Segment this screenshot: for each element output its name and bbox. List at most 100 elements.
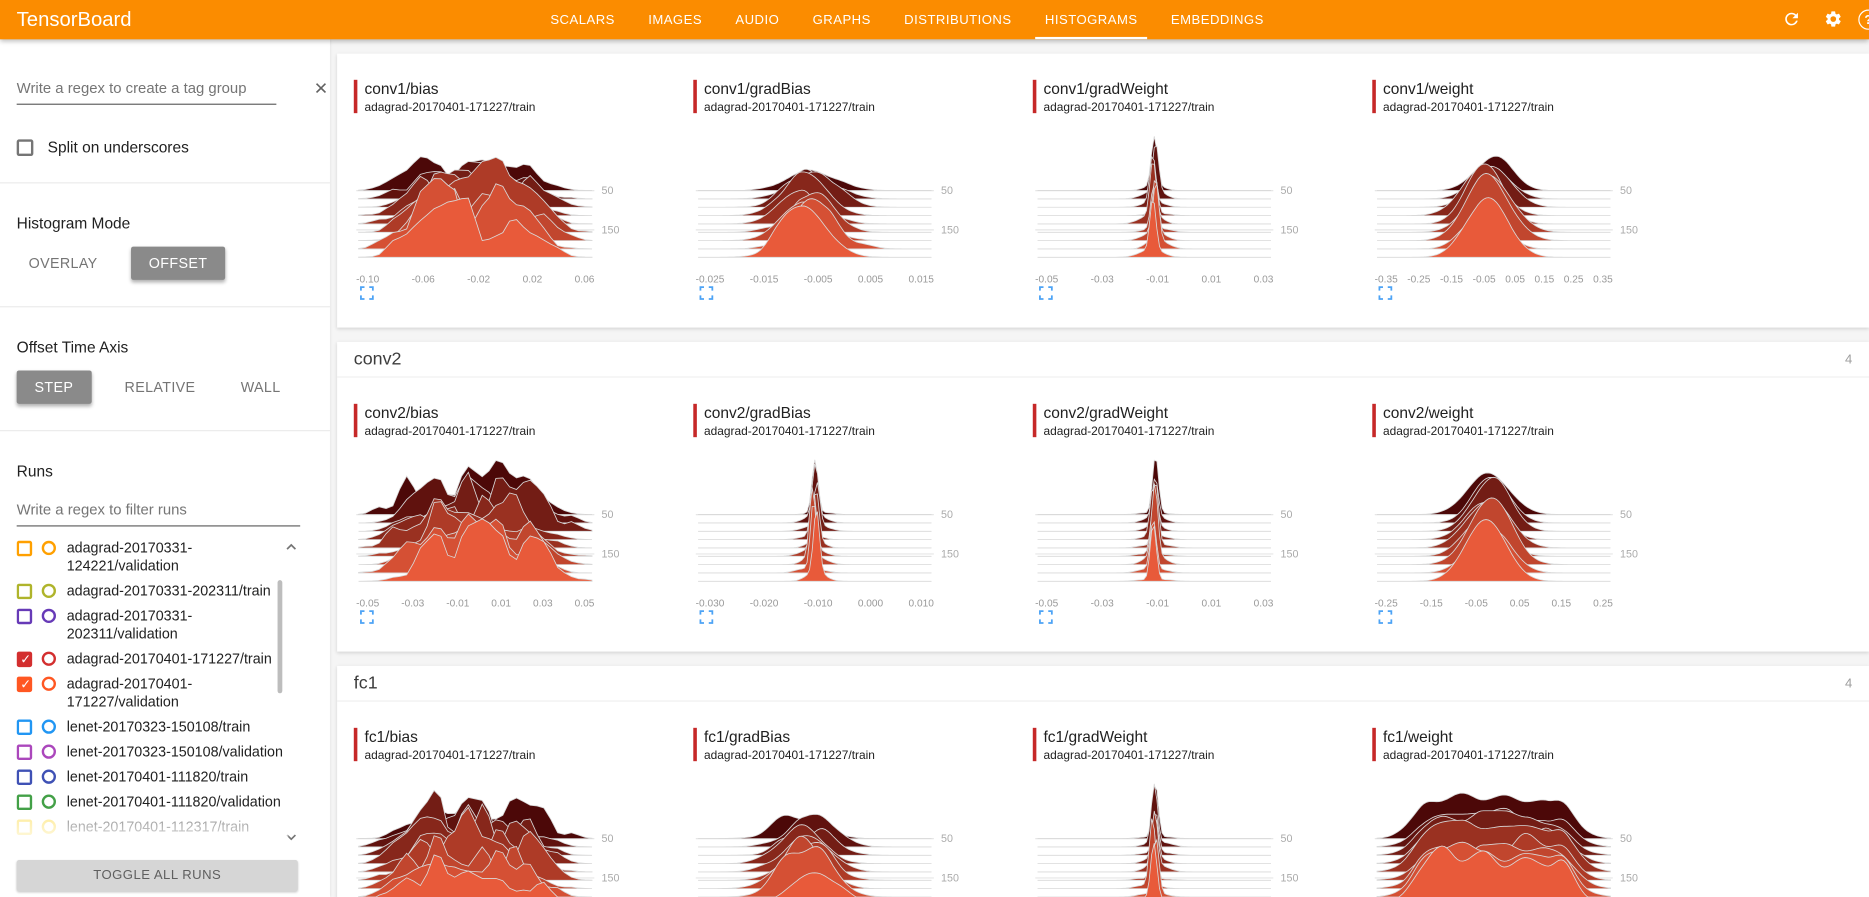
offset-axis-wall-button[interactable]: WALL xyxy=(229,370,293,403)
split-underscores-row[interactable]: Split on underscores xyxy=(16,138,314,156)
run-item[interactable]: adagrad-20170331-202311/train xyxy=(16,579,293,604)
tab-scalars[interactable]: SCALARS xyxy=(534,0,632,39)
tab-distributions[interactable]: DISTRIBUTIONS xyxy=(888,0,1029,39)
help-icon[interactable]: ? xyxy=(1858,9,1869,30)
histogram-card: fc1/gradWeight adagrad-20170401-171227/t… xyxy=(1023,716,1362,897)
chart-tag-title: fc1/weight xyxy=(1382,727,1453,746)
chart-title-row: conv2/gradBias adagrad-20170401-171227/t… xyxy=(693,403,1023,438)
tab-audio[interactable]: AUDIO xyxy=(719,0,796,39)
histogram-ridge-plot xyxy=(1035,136,1274,258)
refresh-icon[interactable] xyxy=(1782,10,1801,29)
runs-list: adagrad-20170331-124221/validation adagr… xyxy=(16,536,312,849)
run-color-swatch[interactable] xyxy=(41,676,56,691)
run-color-swatch[interactable] xyxy=(41,608,56,624)
expand-icon[interactable] xyxy=(699,285,714,305)
chart-title-row: conv1/weight adagrad-20170401-171227/tra… xyxy=(1372,79,1702,115)
expand-icon[interactable] xyxy=(1378,609,1393,629)
run-item[interactable]: adagrad-20170331-124221/validation xyxy=(16,536,293,579)
tab-label: SCALARS xyxy=(550,12,615,27)
run-checkbox[interactable] xyxy=(16,719,33,735)
histogram-mode-overlay-button[interactable]: OVERLAY xyxy=(17,247,110,280)
settings-gear-icon[interactable] xyxy=(1824,10,1843,29)
charts-grid: conv2/bias adagrad-20170401-171227/train… xyxy=(337,378,1869,652)
run-color-swatch[interactable] xyxy=(41,719,56,734)
x-axis-labels: -0.10 -0.06 -0.02 0.02 0.06 xyxy=(356,272,595,285)
split-underscores-checkbox[interactable] xyxy=(16,138,34,156)
chart-run-subtitle: adagrad-20170401-171227/train xyxy=(1382,425,1554,439)
run-item[interactable]: lenet-20170323-150108/validation xyxy=(16,740,293,765)
tab-label: GRAPHS xyxy=(812,12,871,27)
run-checkbox[interactable] xyxy=(16,583,33,600)
histogram-card: fc1/weight adagrad-20170401-171227/train… xyxy=(1363,716,1702,897)
histogram-card: conv1/gradWeight adagrad-20170401-171227… xyxy=(1023,68,1362,321)
run-item[interactable]: adagrad-20170401-171227/train xyxy=(16,647,293,672)
scroll-up-icon[interactable] xyxy=(286,543,297,550)
category-header[interactable]: fc1 4 xyxy=(337,666,1869,702)
runs-scrollbar[interactable] xyxy=(277,580,283,694)
histogram-card: fc1/gradBias adagrad-20170401-171227/tra… xyxy=(684,716,1023,897)
run-color-swatch[interactable] xyxy=(41,540,56,556)
run-checkbox[interactable] xyxy=(16,608,33,625)
run-color-swatch[interactable] xyxy=(41,769,56,784)
scroll-down-icon[interactable] xyxy=(286,834,297,841)
run-color-swatch[interactable] xyxy=(41,651,56,666)
run-item[interactable]: lenet-20170401-111820/validation xyxy=(16,790,293,815)
chart-tag-title: conv1/bias xyxy=(364,79,439,98)
run-checkbox[interactable] xyxy=(16,651,33,668)
chart-title-row: conv2/bias adagrad-20170401-171227/train xyxy=(353,403,684,438)
run-item[interactable]: adagrad-20170401-171227/validation xyxy=(16,672,293,715)
run-checkbox[interactable] xyxy=(16,769,33,786)
histogram-ridge-plot xyxy=(1374,792,1613,897)
run-color-stripe xyxy=(353,79,358,114)
chart-run-subtitle: adagrad-20170401-171227/train xyxy=(1043,425,1215,439)
plot-area: 50 150 xyxy=(356,453,642,594)
expand-icon[interactable] xyxy=(1378,285,1393,305)
tab-images[interactable]: IMAGES xyxy=(632,0,719,39)
chart-title-row: conv2/weight adagrad-20170401-171227/tra… xyxy=(1372,403,1702,439)
tab-graphs[interactable]: GRAPHS xyxy=(796,0,888,39)
expand-icon[interactable] xyxy=(360,285,374,305)
category-header[interactable]: conv2 4 xyxy=(337,342,1869,378)
offset-axis-relative-button[interactable]: RELATIVE xyxy=(113,370,208,403)
run-checkbox[interactable] xyxy=(16,794,33,811)
expand-icon[interactable] xyxy=(1039,285,1053,305)
tab-histograms[interactable]: HISTOGRAMS xyxy=(1028,0,1154,40)
runs-filter-input[interactable] xyxy=(16,499,301,527)
histogram-ridge-plot xyxy=(1035,459,1274,582)
run-checkbox[interactable] xyxy=(16,540,33,557)
chart-tag-title: conv2/gradWeight xyxy=(1043,403,1169,422)
run-color-stripe xyxy=(353,727,358,762)
chart-run-subtitle: adagrad-20170401-171227/train xyxy=(1382,101,1554,115)
expand-icon[interactable] xyxy=(360,609,374,629)
tab-label: HISTOGRAMS xyxy=(1044,12,1138,27)
chart-tag-title: conv1/gradWeight xyxy=(1043,79,1169,98)
plot-area: 50 150 xyxy=(1035,129,1321,270)
run-item[interactable]: lenet-20170401-111820/train xyxy=(16,765,293,790)
plot-area: 50 150 xyxy=(356,777,642,897)
section-conv2: conv2 4 conv2/bias adagrad-20170401-1712… xyxy=(337,341,1869,652)
run-item[interactable]: lenet-20170323-150108/train xyxy=(16,715,293,740)
run-color-swatch[interactable] xyxy=(41,744,56,759)
toggle-all-runs-button[interactable]: TOGGLE ALL RUNS xyxy=(16,860,298,892)
run-color-stripe xyxy=(1372,79,1376,114)
run-color-swatch[interactable] xyxy=(41,794,56,809)
expand-icon[interactable] xyxy=(699,609,714,629)
expand-icon[interactable] xyxy=(1039,609,1053,629)
chart-run-subtitle: adagrad-20170401-171227/train xyxy=(1043,749,1215,763)
offset-axis-step-button[interactable]: STEP xyxy=(16,370,92,404)
histogram-mode-offset-button[interactable]: OFFSET xyxy=(130,246,226,280)
run-color-stripe xyxy=(1032,727,1037,762)
offset-axis-options: STEP RELATIVE WALL xyxy=(16,370,314,404)
app-header: TensorBoard SCALARS IMAGES AUDIO GRAPHS DIST… xyxy=(0,0,1869,40)
run-label: adagrad-20170401-171227/validation xyxy=(66,675,193,710)
histogram-ridge-plot xyxy=(356,789,595,897)
run-checkbox[interactable] xyxy=(16,744,33,760)
tab-embeddings[interactable]: EMBEDDINGS xyxy=(1154,0,1280,39)
clear-icon[interactable]: × xyxy=(314,76,328,102)
sidebar: × Split on underscores Histogram Mode OV… xyxy=(0,39,330,897)
tag-filter-input[interactable] xyxy=(16,77,277,105)
run-color-swatch[interactable] xyxy=(41,583,56,598)
histogram-ridge-plot xyxy=(695,459,934,582)
run-item[interactable]: adagrad-20170331-202311/validation xyxy=(16,604,293,647)
run-checkbox[interactable] xyxy=(16,676,33,693)
